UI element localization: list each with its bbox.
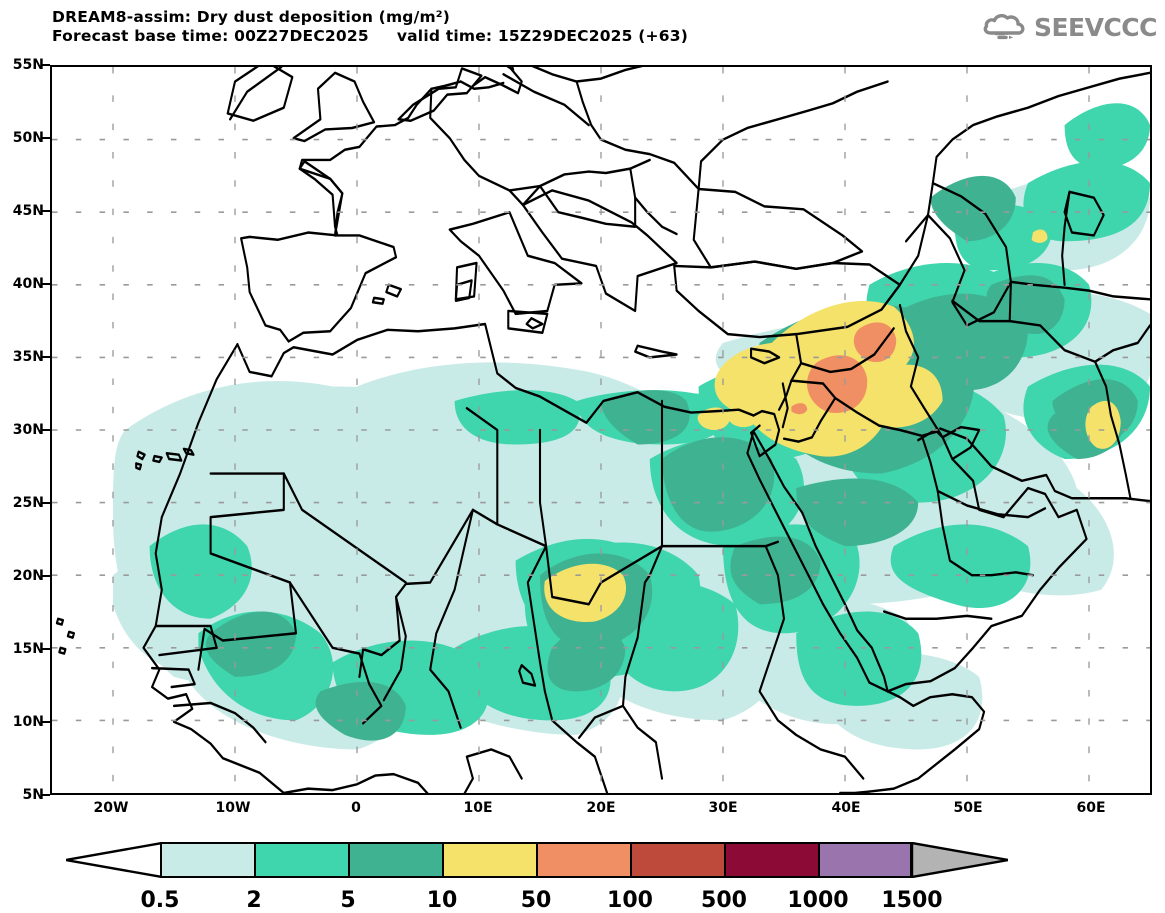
y-tick-mark	[42, 64, 50, 66]
x-tick-label: 20E	[586, 800, 616, 816]
y-tick-label: 25N	[12, 495, 44, 511]
y-tick-mark	[42, 648, 50, 650]
colorbar-tick-label: 2	[246, 888, 262, 913]
cloud-icon	[983, 14, 1025, 40]
colorbar-segment-10-50[interactable]	[442, 842, 536, 878]
page-title: DREAM8-assim: Dry dust deposition (mg/m²…	[52, 8, 451, 26]
chart-header: DREAM8-assim: Dry dust deposition (mg/m²…	[0, 0, 1165, 58]
x-tick-label: 10E	[463, 800, 493, 816]
y-tick-label: 45N	[12, 203, 44, 219]
colorbar-tick-label: 500	[701, 888, 747, 913]
forecast-time-line: Forecast base time: 00Z27DEC2025 valid t…	[52, 27, 688, 45]
colorbar-under-arrow	[66, 842, 162, 878]
map-gridlines	[52, 67, 1150, 793]
y-tick-label: 10N	[12, 714, 44, 730]
y-tick-mark	[42, 721, 50, 723]
colorbar-tick-label: 50	[520, 888, 552, 913]
y-tick-label: 35N	[12, 349, 44, 365]
y-tick-mark	[42, 429, 50, 431]
coastline-layer	[55, 67, 1150, 793]
y-tick-label: 15N	[12, 641, 44, 657]
colorbar-segment-500-1000[interactable]	[724, 842, 818, 878]
seevccc-logo: SEEVCCC	[982, 8, 1158, 46]
y-tick-mark	[42, 137, 50, 139]
y-tick-label: 30N	[12, 422, 44, 438]
colorbar-tick-label: 100	[607, 888, 653, 913]
colorbar-tick-label: 1000	[787, 888, 849, 913]
y-tick-mark	[42, 210, 50, 212]
x-tick-label: 50E	[953, 800, 983, 816]
colorbar-over-arrow	[912, 842, 1008, 878]
colorbar-segment-100-500[interactable]	[630, 842, 724, 878]
dust-deposition-map[interactable]	[50, 65, 1152, 795]
y-tick-mark	[42, 575, 50, 577]
x-tick-label: 60E	[1076, 800, 1106, 816]
x-tick-label: 0	[351, 800, 361, 816]
y-tick-label: 20N	[12, 568, 44, 584]
colorbar-segment-5-10[interactable]	[348, 842, 442, 878]
colorbar-legend: 0.5 2 5 10 50 100 500 1000 1500	[0, 836, 1165, 913]
colorbar-segment-50-100[interactable]	[536, 842, 630, 878]
colorbar-tick-label: 5	[340, 888, 356, 913]
y-tick-label: 40N	[12, 276, 44, 292]
y-tick-mark	[42, 794, 50, 796]
x-tick-label: 30E	[708, 800, 738, 816]
colorbar-tick-label: 10	[426, 888, 458, 913]
y-tick-mark	[42, 502, 50, 504]
colorbar-segment-0p5-2[interactable]	[160, 842, 254, 878]
y-tick-label: 50N	[12, 130, 44, 146]
dust-field	[113, 103, 1150, 750]
colorbar-segment-2-5[interactable]	[254, 842, 348, 878]
map-canvas	[52, 67, 1150, 793]
colorbar-segment-1000-1500[interactable]	[818, 842, 912, 878]
y-tick-mark	[42, 356, 50, 358]
map-svg	[52, 67, 1150, 793]
colorbar-tick-label: 1500	[881, 888, 943, 913]
y-tick-mark	[42, 283, 50, 285]
y-tick-label: 5N	[22, 787, 44, 803]
logo-text: SEEVCCC	[1033, 12, 1158, 42]
x-tick-label: 40E	[831, 800, 861, 816]
colorbar-tick-label: 0.5	[140, 888, 180, 913]
y-tick-label: 55N	[12, 57, 44, 73]
colorbar[interactable]: 0.5 2 5 10 50 100 500 1000 1500	[66, 842, 1008, 913]
x-tick-label: 10W	[215, 800, 251, 816]
x-tick-label: 20W	[93, 800, 129, 816]
